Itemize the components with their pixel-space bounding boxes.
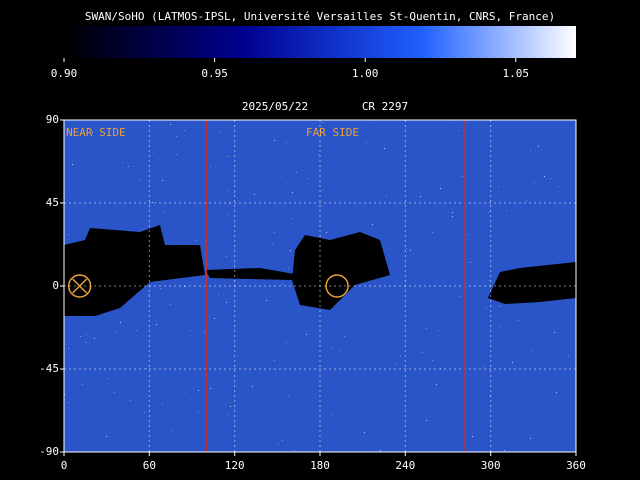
y-tick-label: 0 — [52, 279, 59, 292]
colorbar-tick-label: 1.05 — [503, 67, 530, 80]
y-tick-label: 90 — [46, 113, 59, 126]
colorbar-tick-label: 1.00 — [352, 67, 379, 80]
x-tick-label: 300 — [481, 459, 501, 472]
date: 2025/05/22 — [242, 100, 308, 113]
annotation: FAR SIDE — [306, 126, 359, 139]
x-tick-label: 60 — [143, 459, 156, 472]
annotation: NEAR SIDE — [66, 126, 126, 139]
title: SWAN/SoHO (LATMOS-IPSL, Université Versa… — [85, 10, 555, 23]
y-tick-label: 45 — [46, 196, 59, 209]
y-tick-label: -90 — [39, 445, 59, 458]
x-tick-label: 120 — [225, 459, 245, 472]
colorbar-tick-label: 0.90 — [51, 67, 78, 80]
map-frame — [63, 119, 577, 453]
marker — [325, 274, 349, 298]
x-tick-label: 240 — [395, 459, 415, 472]
y-tick-label: -45 — [39, 362, 59, 375]
x-tick-label: 180 — [310, 459, 330, 472]
colorbar-tick-label: 0.95 — [201, 67, 228, 80]
marker — [67, 274, 92, 298]
x-tick-label: 360 — [566, 459, 586, 472]
rotation: CR 2297 — [362, 100, 408, 113]
colorbar — [64, 26, 576, 58]
gaps — [64, 225, 576, 316]
x-tick-label: 0 — [61, 459, 68, 472]
